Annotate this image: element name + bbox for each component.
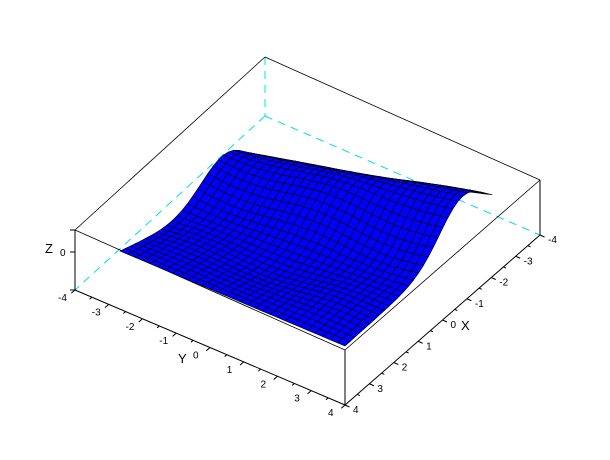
y-tick — [307, 390, 312, 395]
x-tick-label: 4 — [353, 405, 359, 416]
axis-ticks: -4 -3 -2 -1 0 1 2 3 4 4 3 2 1 0 -1 -2 -3 -4 — [58, 234, 557, 419]
x-tick — [393, 362, 399, 365]
y-tick — [273, 375, 278, 380]
y-tick — [190, 339, 194, 343]
y-tick — [156, 325, 160, 329]
box-edge — [74, 229, 346, 351]
y-tick — [70, 289, 76, 294]
y-tick-label: 3 — [294, 394, 300, 405]
x-tick — [515, 255, 521, 259]
x-axis-label: X — [461, 318, 470, 333]
z-axis-label: Z — [45, 241, 53, 256]
x-tick — [539, 234, 545, 238]
x-tick — [454, 308, 458, 312]
x-tick — [442, 319, 448, 323]
y-tick-label: 1 — [227, 365, 233, 376]
y-tick-label: 4 — [328, 408, 334, 419]
y-tick — [239, 361, 245, 366]
box-edge — [344, 179, 541, 351]
x-tick-label: -2 — [499, 278, 508, 289]
y-tick-label: -1 — [159, 336, 168, 347]
hidden-box-edges — [74, 57, 541, 291]
x-tick-label: 0 — [451, 320, 457, 331]
y-tick — [172, 332, 177, 337]
y-tick — [89, 296, 93, 300]
y-tick — [138, 318, 143, 323]
y-tick — [224, 354, 228, 358]
y-tick — [291, 383, 295, 386]
z-tick-label: 0 — [60, 248, 66, 259]
x-tick — [381, 372, 385, 375]
x-tick — [344, 404, 350, 408]
x-tick — [491, 277, 496, 280]
box-back-edges — [74, 56, 541, 351]
x-tick-label: 2 — [402, 363, 408, 374]
x-tick — [478, 287, 482, 290]
y-tick-label: -3 — [92, 307, 101, 318]
surface-facet — [337, 338, 351, 347]
x-tick — [466, 298, 472, 302]
box-edge — [264, 56, 541, 181]
y-tick-label: -2 — [126, 322, 135, 333]
y-tick — [123, 311, 126, 314]
hidden-edge-right — [264, 115, 541, 236]
x-tick-label: -4 — [548, 235, 557, 246]
x-tick-label: -1 — [475, 299, 484, 310]
y-tick — [104, 303, 110, 309]
y-axis-label: Y — [178, 351, 187, 366]
hidden-edge-left — [74, 115, 266, 291]
y-tick-label: -4 — [58, 293, 67, 304]
y-tick — [205, 347, 211, 352]
y-tick — [340, 404, 346, 409]
x-tick — [527, 245, 531, 248]
x-tick-label: -3 — [524, 256, 533, 267]
x-tick-label: 1 — [426, 341, 432, 352]
y-tick — [258, 368, 261, 372]
y-tick-label: 2 — [261, 379, 267, 390]
y-tick — [325, 397, 329, 401]
x-tick — [503, 266, 507, 269]
x-tick — [405, 351, 409, 354]
x-tick — [369, 383, 375, 387]
x-tick — [356, 393, 361, 397]
surface-mesh — [119, 150, 493, 347]
x-tick-label: 3 — [377, 384, 383, 395]
x-tick — [417, 340, 423, 344]
x-tick — [430, 330, 434, 333]
box-edge — [74, 56, 266, 231]
y-tick-label: 0 — [193, 351, 199, 362]
